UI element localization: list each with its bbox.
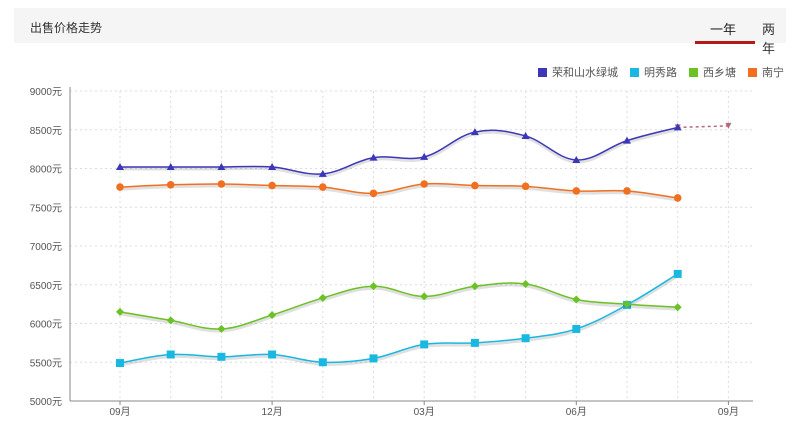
legend-item-xixiangtang[interactable]: 西乡塘 xyxy=(689,64,736,80)
data-point xyxy=(319,183,327,191)
x-tick-label: 06月 xyxy=(566,406,587,418)
y-tick-label: 5000元 xyxy=(30,397,62,408)
data-point xyxy=(521,334,530,343)
data-point xyxy=(623,187,631,195)
x-tick-label: 09月 xyxy=(718,406,739,418)
legend-item-nanning[interactable]: 南宁 xyxy=(748,64,784,80)
data-point xyxy=(369,354,378,363)
chart-header: 出售价格走势 一年 两年 xyxy=(14,8,786,56)
y-tick-label: 5500元 xyxy=(30,358,62,369)
series-line-shadow xyxy=(120,127,679,178)
data-point xyxy=(623,136,631,144)
y-tick-label: 8000元 xyxy=(30,165,62,176)
data-point xyxy=(470,128,479,136)
data-point xyxy=(217,162,226,170)
legend-swatch xyxy=(748,67,757,77)
data-point xyxy=(268,350,277,359)
series-line-1 xyxy=(119,273,679,364)
data-point xyxy=(420,292,429,301)
series-line-shadow xyxy=(119,274,679,367)
legend-label: 荣和山水绿城 xyxy=(552,67,618,79)
data-point xyxy=(470,338,479,347)
y-tick-label: 6500元 xyxy=(30,281,62,292)
data-point xyxy=(521,279,530,288)
series-line-shadow xyxy=(119,283,678,333)
data-point xyxy=(166,316,175,325)
forecast-point xyxy=(725,122,732,129)
data-point xyxy=(116,162,124,170)
data-point xyxy=(268,162,277,170)
tab-two-years[interactable]: 两年 xyxy=(762,22,776,56)
legend-swatch xyxy=(630,67,639,77)
data-point xyxy=(673,303,682,312)
page-title: 出售价格走势 xyxy=(30,21,103,35)
data-point xyxy=(521,131,530,139)
data-point xyxy=(217,324,226,333)
data-point xyxy=(572,187,581,195)
y-tick-label: 6000元 xyxy=(30,320,62,331)
tab-one-year[interactable]: 一年 xyxy=(710,22,737,37)
x-tick-label: 03月 xyxy=(414,406,435,418)
series-line-2 xyxy=(119,282,678,330)
data-point xyxy=(217,352,226,361)
series-line-shadow xyxy=(119,184,678,202)
data-point xyxy=(318,293,327,302)
data-point xyxy=(470,282,479,291)
x-tick-label: 09月 xyxy=(109,406,130,418)
data-point xyxy=(318,169,327,177)
legend-item-rongheshanshui[interactable]: 荣和山水绿城 xyxy=(538,64,618,80)
data-point xyxy=(521,182,530,191)
active-tab-indicator xyxy=(695,41,755,44)
y-tick-label: 8500元 xyxy=(30,126,62,137)
data-point xyxy=(420,340,429,349)
legend-swatch xyxy=(689,67,698,77)
data-point xyxy=(420,180,429,188)
data-point xyxy=(369,282,378,291)
data-point xyxy=(673,194,682,202)
data-point xyxy=(673,269,682,278)
data-point xyxy=(166,350,175,359)
data-point xyxy=(471,181,479,190)
data-point xyxy=(217,180,226,188)
data-point xyxy=(572,155,581,163)
legend-swatch xyxy=(538,67,547,77)
data-point xyxy=(116,359,124,368)
x-tick-label: 12月 xyxy=(262,406,283,418)
data-point xyxy=(623,300,631,309)
series-line-3 xyxy=(119,182,678,199)
legend-label: 明秀路 xyxy=(644,67,677,79)
y-tick-label: 7000元 xyxy=(30,242,62,253)
series-line-0 xyxy=(120,126,678,175)
legend-label: 西乡塘 xyxy=(703,67,736,79)
data-point xyxy=(116,183,124,191)
data-point xyxy=(268,310,277,319)
legend-item-mingxiulu[interactable]: 明秀路 xyxy=(630,64,677,80)
data-point xyxy=(673,123,682,131)
series-forecast-line xyxy=(677,125,729,129)
data-point xyxy=(268,181,276,190)
chart-legend: 荣和山水绿城 明秀路 西乡塘 南宁 xyxy=(538,64,784,80)
legend-label: 南宁 xyxy=(762,67,784,79)
data-point xyxy=(318,358,327,367)
data-point xyxy=(572,324,581,333)
data-point xyxy=(420,152,429,160)
data-point xyxy=(369,189,378,198)
y-tick-label: 9000元 xyxy=(30,87,62,98)
data-point xyxy=(369,153,378,161)
data-point xyxy=(166,180,175,189)
y-tick-label: 7500元 xyxy=(30,203,62,214)
data-point xyxy=(166,162,175,170)
data-point xyxy=(116,307,124,316)
data-point xyxy=(572,295,581,304)
